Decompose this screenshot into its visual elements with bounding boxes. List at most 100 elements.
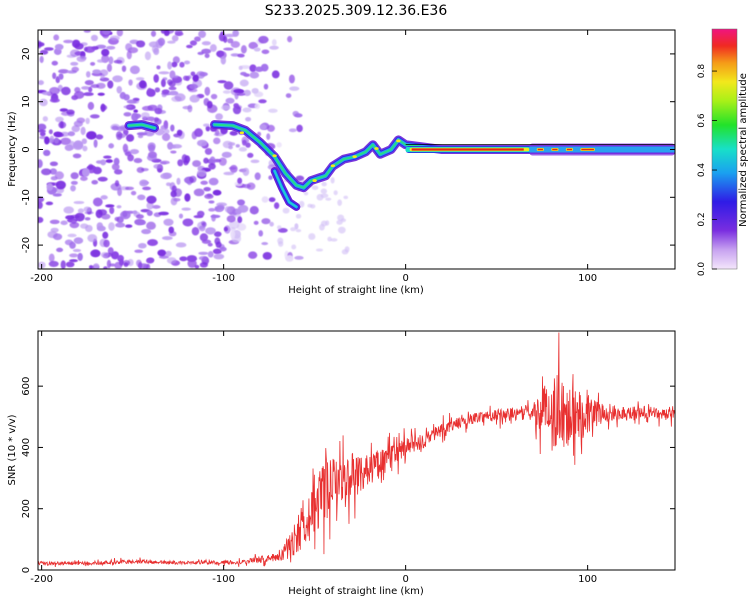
spectrogram-noise-blob <box>77 252 83 261</box>
spectrogram-noise-blob <box>123 105 133 109</box>
spectrogram-noise-blob <box>152 205 161 209</box>
spectrogram-noise-blob <box>120 210 131 220</box>
spectrogram-noise-blob <box>76 55 87 62</box>
spectrogram-noise-blob <box>172 56 180 64</box>
spectrogram-noise-blob <box>103 266 108 269</box>
spectrogram-noise-blob <box>97 92 105 96</box>
snr-x-tick-label: -100 <box>212 574 235 585</box>
spectrogram-noise-blob <box>153 47 160 56</box>
snr-series-line <box>38 332 675 567</box>
spectrogram-noise-blob <box>50 227 59 233</box>
spectrogram-noise-blob <box>150 30 157 37</box>
spectrogram-noise-blob <box>177 159 184 167</box>
spectrogram-noise-blob <box>85 71 91 78</box>
spectrogram-noise-blob <box>77 208 85 214</box>
spectrogram-noise-blob <box>220 105 231 111</box>
spectrogram-noise-blob <box>320 220 328 227</box>
spectrogram-noise-blob <box>41 168 52 176</box>
spectrogram-noise-blob <box>196 139 208 147</box>
snr-x-tick-label: 0 <box>402 574 408 585</box>
spectrogram-noise-blob <box>171 35 179 42</box>
spectrogram-noise-blob <box>307 203 313 208</box>
spectrogram-noise-blob <box>296 124 303 133</box>
spectrogram-noise-blob <box>182 218 194 227</box>
spectrogram-noise-blob <box>146 210 153 217</box>
spectrogram-noise-blob <box>237 53 245 58</box>
spectrogram-noise-blob <box>84 217 91 221</box>
spectrogram-noise-blob <box>198 256 208 261</box>
spectrogram-noise-blob <box>142 186 152 191</box>
spectrogram-noise-blob <box>165 182 172 187</box>
spectrogram-noise-blob <box>135 40 146 48</box>
spectrogram-noise-blob <box>225 97 235 104</box>
spectrogram-noise-blob <box>199 233 209 242</box>
spectrogram-noise-blob <box>325 197 332 201</box>
spectrogram-noise-blob <box>266 133 271 141</box>
spectrogram-noise-blob <box>128 79 133 86</box>
spectrogram-noise-blob <box>73 91 85 99</box>
spectrogram-noise-blob <box>80 126 86 136</box>
spectrogram-noise-blob <box>191 226 200 236</box>
spectrogram-noise-blob <box>138 261 143 269</box>
spectrogram-noise-blob <box>203 186 211 192</box>
spectrogram-noise-blob <box>116 205 122 209</box>
spectrogram-noise-blob <box>108 56 114 65</box>
spectrogram-noise-blob <box>209 44 217 52</box>
spectrogram-noise-blob <box>101 48 110 57</box>
spectrogram-noise-blob <box>235 144 240 148</box>
spectrogram-noise-blob <box>90 114 100 119</box>
spectrogram-x-tick-label: -100 <box>212 273 235 284</box>
spectrogram-noise-blob <box>114 180 120 187</box>
spectrogram-noise-blob <box>69 221 80 229</box>
spectrogram-noise-blob <box>188 88 198 93</box>
spectrogram-noise-blob <box>46 183 54 191</box>
spectrogram-noise-blob <box>161 133 171 142</box>
spectrogram-noise-blob <box>249 71 260 79</box>
spectrogram-noise-blob <box>69 259 78 263</box>
spectrogram-noise-blob <box>60 137 72 146</box>
spectrogram-noise-blob <box>268 175 273 180</box>
spectrogram-noise-blob <box>168 86 177 91</box>
spectrogram-noise-blob <box>160 125 169 130</box>
spectrogram-noise-blob <box>83 92 94 97</box>
spectrogram-noise-blob <box>109 263 116 267</box>
spectrogram-noise-blob <box>74 212 85 222</box>
spectrogram-noise-blob <box>337 214 345 222</box>
spectrogram-noise-blob <box>43 149 51 156</box>
spectrogram-noise-blob <box>144 51 152 61</box>
spectrogram-noise-blob <box>246 182 256 190</box>
spectrogram-noise-blob <box>95 209 103 219</box>
spectrogram-noise-blob <box>105 159 113 163</box>
spectrogram-noise-blob <box>336 219 343 225</box>
spectrogram-noise-blob <box>161 89 170 95</box>
spectrogram-noise-blob <box>237 216 243 224</box>
spectrogram-noise-blob <box>85 117 90 125</box>
spectrogram-noise-blob <box>109 35 120 41</box>
spectrogram-noise-blob <box>102 30 111 36</box>
spectrogram-noise-blob <box>39 98 48 107</box>
spectrogram-noise-blob <box>59 121 64 129</box>
spectrogram-noise-blob <box>273 202 280 210</box>
spectrogram-noise-blob <box>181 207 191 211</box>
spectrogram-noise-blob <box>39 131 46 137</box>
spectrogram-noise-blob <box>136 166 145 173</box>
spectrogram-noise-blob <box>58 73 64 80</box>
spectrogram-noise-blob <box>171 144 176 149</box>
spectrogram-hot-spot <box>581 148 594 151</box>
spectrogram-noise-blob <box>67 131 76 137</box>
spectrogram-noise-blob <box>48 260 59 267</box>
spectrogram-noise-blob <box>67 233 77 238</box>
spectrogram-noise-blob <box>139 179 149 187</box>
spectrogram-noise-blob <box>201 239 212 244</box>
spectrogram-noise-blob <box>96 59 105 63</box>
spectrogram-noise-blob <box>295 175 305 182</box>
spectrogram-noise-blob <box>44 136 50 145</box>
snr-y-tick-label: 600 <box>21 377 32 396</box>
spectrogram-noise-blob <box>258 230 264 237</box>
spectrogram-noise-blob <box>63 206 75 214</box>
spectrogram-noise-blob <box>308 233 316 240</box>
spectrogram-noise-blob <box>287 35 293 43</box>
spectrogram-x-axis-label: Height of straight line (km) <box>288 285 424 296</box>
spectrogram-noise-blob <box>83 30 91 33</box>
spectrogram-noise-blob <box>294 113 303 118</box>
